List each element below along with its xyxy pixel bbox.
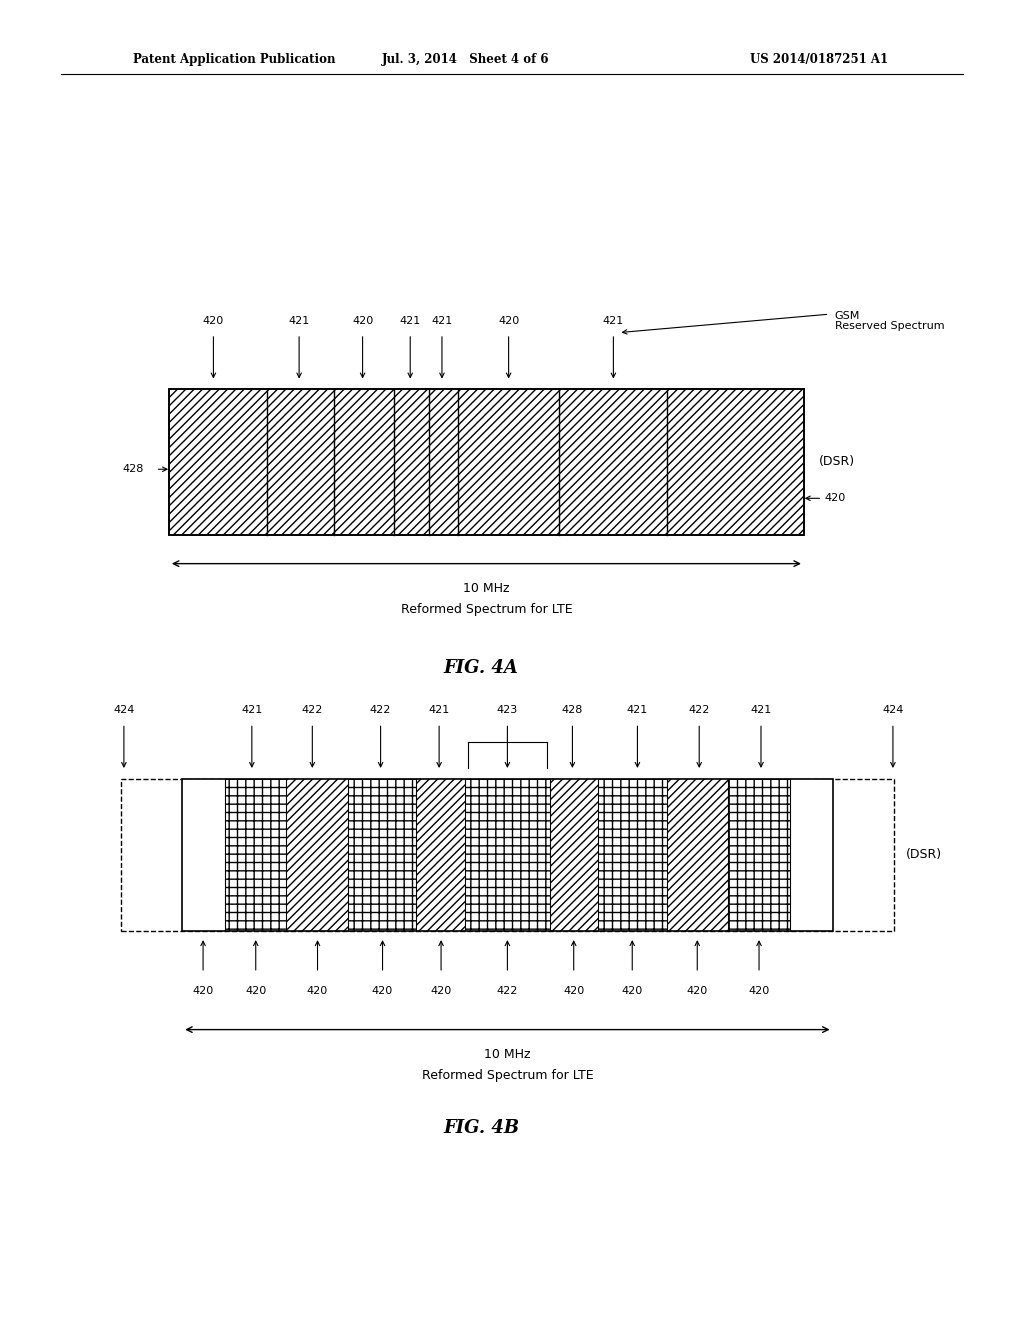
Text: 10 MHz: 10 MHz <box>484 1048 530 1061</box>
Text: 422: 422 <box>497 986 518 997</box>
Text: 420: 420 <box>498 315 519 326</box>
Text: 420: 420 <box>372 986 393 997</box>
Bar <box>791 779 833 931</box>
Text: 421: 421 <box>289 315 309 326</box>
Text: 10 MHz: 10 MHz <box>463 582 510 595</box>
Text: Reformed Spectrum for LTE: Reformed Spectrum for LTE <box>422 1069 593 1082</box>
Text: 420: 420 <box>203 315 224 326</box>
Text: FIG. 4A: FIG. 4A <box>443 659 519 677</box>
Text: 420: 420 <box>245 986 266 997</box>
Bar <box>121 779 894 931</box>
Text: 420: 420 <box>352 315 373 326</box>
Bar <box>667 779 728 931</box>
Text: GSM: GSM <box>835 310 860 321</box>
Text: 420: 420 <box>430 986 452 997</box>
Bar <box>550 779 598 931</box>
Bar <box>169 389 804 535</box>
Text: 421: 421 <box>751 705 772 715</box>
Bar <box>728 779 791 931</box>
Text: 424: 424 <box>883 705 903 715</box>
Text: 420: 420 <box>687 986 708 997</box>
Bar <box>417 779 465 931</box>
Text: 421: 421 <box>428 705 450 715</box>
Text: 420: 420 <box>622 986 643 997</box>
Text: 421: 421 <box>242 705 262 715</box>
Bar <box>169 389 804 535</box>
Bar <box>182 779 833 931</box>
Text: 420: 420 <box>193 986 214 997</box>
Text: Patent Application Publication: Patent Application Publication <box>133 53 336 66</box>
Text: 421: 421 <box>399 315 421 326</box>
Text: 422: 422 <box>302 705 323 715</box>
Bar <box>287 779 348 931</box>
Text: (DSR): (DSR) <box>819 455 855 469</box>
Text: 420: 420 <box>749 986 770 997</box>
Text: Jul. 3, 2014   Sheet 4 of 6: Jul. 3, 2014 Sheet 4 of 6 <box>382 53 550 66</box>
Text: 420: 420 <box>307 986 328 997</box>
Text: 428: 428 <box>562 705 583 715</box>
Text: 421: 421 <box>627 705 648 715</box>
Bar <box>182 779 224 931</box>
Text: 420: 420 <box>824 494 846 503</box>
Bar <box>224 779 287 931</box>
Bar <box>598 779 667 931</box>
Text: 422: 422 <box>688 705 710 715</box>
Text: 421: 421 <box>603 315 624 326</box>
Text: 421: 421 <box>431 315 453 326</box>
Text: US 2014/0187251 A1: US 2014/0187251 A1 <box>751 53 888 66</box>
Bar <box>348 779 417 931</box>
Text: 422: 422 <box>370 705 391 715</box>
Text: 424: 424 <box>114 705 134 715</box>
Bar <box>465 779 550 931</box>
Text: 428: 428 <box>123 465 144 474</box>
Text: (DSR): (DSR) <box>906 849 942 861</box>
Bar <box>169 389 804 535</box>
Text: FIG. 4B: FIG. 4B <box>443 1119 519 1138</box>
Text: 420: 420 <box>563 986 585 997</box>
Text: Reserved Spectrum: Reserved Spectrum <box>835 321 944 331</box>
Text: 423: 423 <box>497 705 518 715</box>
Text: Reformed Spectrum for LTE: Reformed Spectrum for LTE <box>400 603 572 616</box>
